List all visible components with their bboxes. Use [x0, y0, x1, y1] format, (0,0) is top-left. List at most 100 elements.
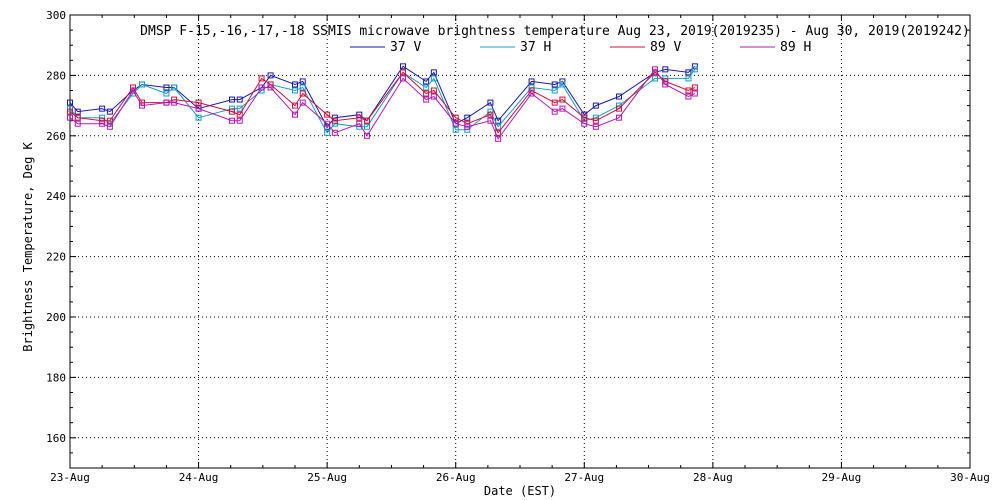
data-point: [99, 120, 106, 127]
y-tick-label: 260: [46, 130, 66, 143]
data-point: [236, 96, 243, 103]
y-tick-label: 180: [46, 371, 66, 384]
data-point: [292, 102, 298, 109]
legend-label: 89 V: [650, 40, 681, 55]
data-point: [67, 105, 73, 112]
data-point: [551, 108, 558, 115]
data-point: [652, 66, 658, 73]
data-point: [423, 90, 430, 97]
data-point: [487, 108, 494, 115]
series-lines: [67, 63, 698, 142]
data-point: [299, 90, 306, 97]
data-point: [662, 66, 669, 73]
data-point: [331, 117, 338, 124]
data-point: [423, 96, 430, 103]
data-point: [324, 129, 331, 136]
data-point: [430, 93, 437, 100]
legend-label: 89 H: [780, 40, 811, 55]
legend-label: 37 H: [520, 40, 551, 55]
data-point: [267, 81, 274, 88]
data-point: [430, 75, 437, 82]
data-point: [400, 75, 406, 82]
data-point: [195, 114, 202, 121]
data-point: [356, 111, 363, 118]
data-point: [691, 66, 698, 73]
data-point: [452, 126, 459, 133]
data-point: [324, 120, 331, 127]
data-point: [685, 87, 692, 94]
axis-ticks: 160 180 200 220 240 260 280 300 23-Aug 24-Aug 25-A…: [46, 9, 990, 484]
data-point: [464, 126, 471, 133]
data-point: [139, 81, 145, 88]
data-point: [74, 114, 81, 121]
data-point: [685, 93, 692, 100]
data-point: [487, 99, 494, 106]
y-tick-label: 240: [46, 190, 66, 203]
data-point: [171, 96, 178, 103]
data-point: [229, 108, 235, 115]
data-point: [331, 129, 338, 136]
data-point: [581, 120, 588, 127]
data-point: [74, 120, 81, 127]
legend-label: 37 V: [390, 40, 421, 55]
data-point: [258, 75, 265, 82]
data-point: [163, 90, 170, 97]
data-point: [430, 87, 437, 94]
data-point: [163, 99, 170, 106]
data-point: [691, 90, 698, 97]
data-point: [364, 123, 370, 130]
x-tick-label: 27-Aug: [564, 471, 604, 484]
x-axis-label: Date (EST): [484, 484, 556, 498]
data-point: [171, 84, 178, 91]
data-point: [163, 84, 170, 91]
data-point: [559, 105, 566, 112]
y-tick-label: 300: [46, 9, 66, 22]
data-point: [452, 114, 459, 121]
data-point: [356, 120, 363, 127]
plot-frame: [69, 14, 971, 469]
data-point: [495, 117, 502, 124]
data-point: [364, 117, 370, 124]
data-point: [67, 114, 73, 121]
data-point: [299, 84, 306, 91]
data-point: [662, 81, 669, 88]
data-point: [423, 78, 430, 85]
data-point: [130, 87, 136, 94]
data-point: [106, 123, 113, 130]
data-point: [67, 99, 73, 106]
x-tick-label: 28-Aug: [693, 471, 733, 484]
data-point: [551, 99, 558, 106]
data-point: [495, 135, 502, 142]
data-point: [139, 102, 145, 109]
data-point: [236, 117, 243, 124]
data-point: [67, 108, 73, 115]
data-point: [559, 81, 566, 88]
data-point: [106, 108, 113, 115]
series-89-h: [67, 66, 698, 142]
data-point: [592, 117, 599, 124]
grid: [70, 15, 970, 468]
data-point: [487, 111, 494, 118]
data-point: [364, 132, 370, 139]
x-tick-label: 24-Aug: [179, 471, 219, 484]
x-tick-label: 30-Aug: [950, 471, 990, 484]
data-point: [691, 63, 698, 70]
data-point: [652, 75, 658, 82]
y-tick-label: 220: [46, 251, 66, 264]
data-point: [691, 84, 698, 91]
series-37-v: [67, 63, 698, 130]
x-tick-label: 23-Aug: [50, 471, 90, 484]
data-point: [487, 117, 494, 124]
x-tick-label: 26-Aug: [436, 471, 476, 484]
data-point: [528, 90, 535, 97]
y-tick-label: 200: [46, 311, 66, 324]
data-point: [685, 75, 692, 82]
series-37-h: [67, 66, 698, 136]
data-point: [195, 99, 202, 106]
data-point: [324, 111, 331, 118]
data-point: [551, 87, 558, 94]
data-point: [171, 99, 178, 106]
data-point: [292, 81, 298, 88]
data-point: [299, 99, 306, 106]
